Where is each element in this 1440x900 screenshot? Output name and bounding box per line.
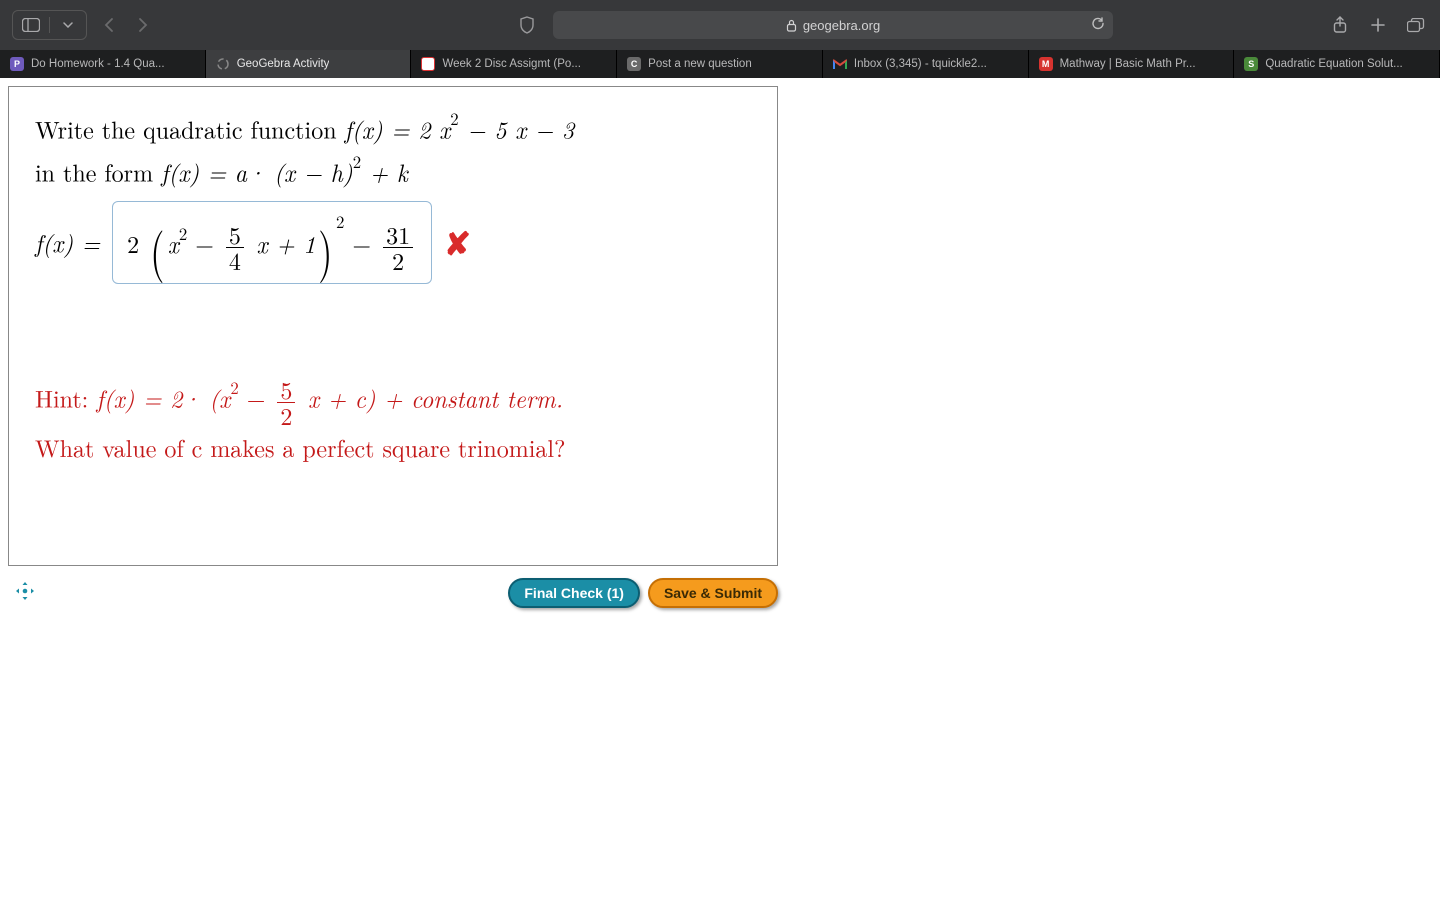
text: Write the quadratic function [35, 111, 345, 145]
exp: 2 [230, 375, 238, 399]
rparen-icon: ) [319, 228, 333, 270]
tab-label: Inbox (3,345) - tquickle2... [854, 58, 987, 70]
browser-tab[interactable]: Inbox (3,345) - tquickle2... [823, 50, 1029, 78]
browser-tab[interactable]: P Do Homework - 1.4 Qua... [0, 50, 206, 78]
lock-icon [786, 19, 797, 32]
coef: 2 [127, 226, 147, 260]
x: x [168, 226, 179, 260]
move-icon[interactable] [14, 580, 36, 607]
problem-line-2: in the form f(x) = a· (x − h)2 + k [35, 148, 751, 191]
fraction-2: 312 [383, 222, 413, 273]
browser-tab[interactable]: C Post a new question [617, 50, 823, 78]
reload-icon[interactable] [1091, 17, 1105, 34]
lparen-icon: ( [150, 228, 164, 270]
favicon: M [1039, 57, 1053, 71]
browser-tab[interactable]: M Mathway | Basic Math Pr... [1029, 50, 1235, 78]
save-submit-button[interactable]: Save & Submit [648, 578, 778, 608]
favicon [421, 57, 435, 71]
chevron-down-icon[interactable] [56, 13, 80, 37]
x-plus-1: x + 1 [248, 226, 316, 260]
share-icon[interactable] [1328, 13, 1352, 37]
answer-lhs: f(x) = [35, 223, 100, 261]
plus-icon[interactable] [1366, 13, 1390, 37]
tab-label: Do Homework - 1.4 Qua... [31, 58, 165, 70]
hint-fx: f(x) = 2· (x [96, 381, 230, 415]
sidebar-icon[interactable] [19, 13, 43, 37]
action-row: Final Check (1) Save & Submit [8, 578, 778, 608]
exponent: 2 [353, 149, 361, 173]
text: in the form [35, 154, 161, 188]
browser-tab[interactable]: Week 2 Disc Assigmt (Po... [411, 50, 617, 78]
forward-icon[interactable] [131, 13, 155, 37]
answer-row: f(x) = 2 (x2 − 54 x + 1)2 − 312 ✘ [35, 201, 751, 285]
tab-strip: P Do Homework - 1.4 Qua... GeoGebra Activi… [0, 50, 1440, 78]
hint-block: Hint: f(x) = 2· (x2 − 52 x + c) + consta… [35, 374, 751, 466]
denominator: 2 [389, 248, 407, 273]
exponent: 2 [450, 106, 458, 130]
denominator: 2 [277, 403, 295, 428]
math-fx: f(x) = 2 x [345, 111, 451, 145]
wrong-icon: ✘ [444, 217, 471, 268]
favicon: C [627, 57, 641, 71]
sidebar-toggle-group [12, 10, 87, 40]
gmail-icon [833, 59, 847, 70]
fraction: 54 [226, 222, 244, 273]
address-bar[interactable]: geogebra.org [553, 11, 1113, 39]
hint-line-2: What value of c makes a perfect square t… [35, 428, 751, 466]
denominator: 4 [226, 248, 244, 273]
minus2: − [344, 226, 379, 260]
favicon: P [10, 57, 24, 71]
back-icon[interactable] [97, 13, 121, 37]
tab-label: Post a new question [648, 58, 752, 70]
math-form: f(x) = a· (x − h) [161, 154, 353, 188]
hint-rest: x + c) + constant term. [299, 381, 563, 415]
tabs-icon[interactable] [1404, 13, 1428, 37]
hint-prefix: Hint: [35, 381, 96, 415]
browser-tab[interactable]: GeoGebra Activity [206, 50, 412, 78]
browser-tab[interactable]: S Quadratic Equation Solut... [1234, 50, 1440, 78]
page-content: Write the quadratic function f(x) = 2 x2… [0, 78, 1440, 574]
tab-label: Mathway | Basic Math Pr... [1060, 58, 1196, 70]
fraction: 52 [277, 377, 295, 428]
final-check-button[interactable]: Final Check (1) [508, 578, 640, 608]
minus: − [187, 226, 222, 260]
shield-icon[interactable] [515, 13, 539, 37]
loading-spinner-icon [216, 57, 230, 71]
browser-toolbar: geogebra.org [0, 0, 1440, 50]
favicon: S [1244, 57, 1258, 71]
hint-line-1: Hint: f(x) = 2· (x2 − 52 x + c) + consta… [35, 374, 751, 428]
problem-box: Write the quadratic function f(x) = 2 x2… [8, 86, 778, 566]
exp: 2 [179, 220, 187, 244]
math-rest: − 5 x − 3 [459, 111, 574, 145]
toolbar-right [1328, 13, 1428, 37]
answer-input-box[interactable]: 2 (x2 − 54 x + 1)2 − 312 [112, 201, 432, 285]
tab-label: Quadratic Equation Solut... [1265, 58, 1402, 70]
math-plus-k: + k [361, 154, 408, 188]
problem-line-1: Write the quadratic function f(x) = 2 x2… [35, 105, 751, 148]
url-host: geogebra.org [803, 18, 880, 33]
tab-label: Week 2 Disc Assigmt (Po... [442, 58, 580, 70]
tab-label: GeoGebra Activity [237, 58, 330, 70]
minus: − [239, 381, 274, 415]
